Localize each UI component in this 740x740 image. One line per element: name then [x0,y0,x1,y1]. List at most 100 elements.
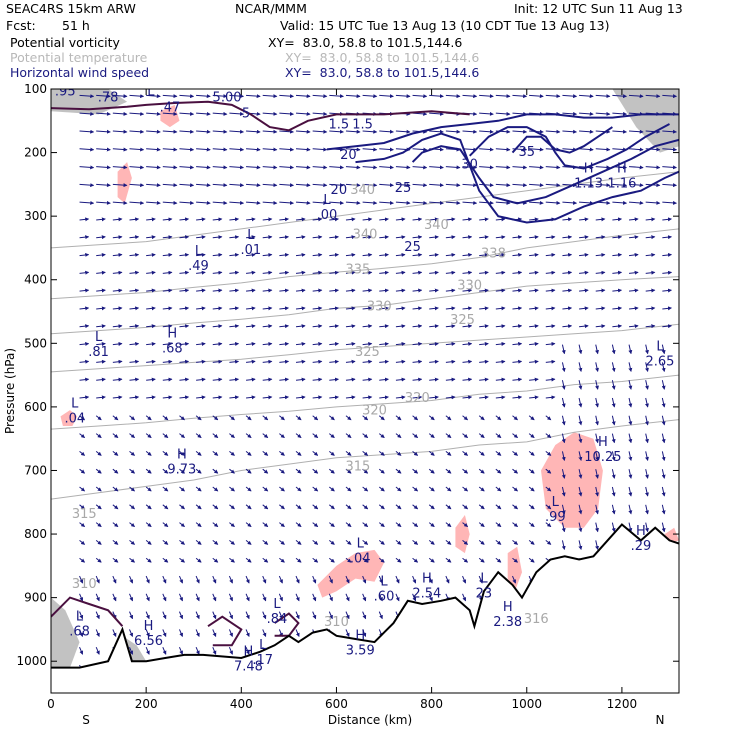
wind-vector-324 [228,575,233,584]
wind-vector-564 [362,147,378,152]
wind-vector-441 [295,306,306,311]
wind-vector-375 [262,306,273,311]
wind-vector-767 [462,235,473,240]
wind-vector-770 [462,288,473,293]
wind-vector-773 [462,341,473,346]
wind-vector-264 [212,94,228,99]
wind-vector-1122 [645,94,661,99]
wind-vector-709 [429,377,439,382]
wind-vector-764 [462,183,478,188]
wind-vector-826 [495,111,511,116]
wind-vector-190 [162,540,169,545]
pv-extremum-value-11: .04 [350,551,371,566]
wind-vector-532 [345,165,361,170]
wind-vector-136 [146,165,161,170]
wind-vector-444 [295,359,306,364]
wind-vector-742 [445,377,456,382]
wind-vector-839 [495,341,506,346]
wind-vector-665 [412,183,428,188]
wind-vector-240 [196,252,206,257]
wind-vector-1058 [612,129,628,134]
wind-vector-601 [379,217,389,222]
x-tick-label-1: 200 [135,697,158,711]
wind-vector-1107 [628,415,633,426]
wind-vector-149 [146,395,156,400]
wind-vector-513 [329,415,335,421]
wind-vector-891 [529,94,544,99]
wind-vector-947 [545,504,552,510]
wind-vector-53 [95,451,102,456]
wind-vector-793 [479,111,494,116]
wind-vector-254 [195,504,202,510]
pv-extremum-type-17: H [355,629,365,644]
wind-vector-914 [528,504,535,510]
wind-vector-351 [245,468,252,474]
wind-vector-327 [228,629,233,638]
wind-vector-193 [162,593,167,602]
wind-vector-88 [112,486,119,492]
wind-vector-51 [95,415,102,421]
wind-vector-974 [561,397,566,408]
wind-vector-1094 [629,183,644,188]
x-axis-title: Distance (km) [328,713,412,727]
wind-vector-948 [545,522,552,528]
wind-vector-342 [246,306,256,311]
y-axis-title: Pressure (hPa) [3,348,17,434]
wind-vector-664 [412,165,428,170]
wind-vector-105 [129,200,145,205]
wind-vector-517 [329,486,335,492]
wind-vector-338 [246,235,256,240]
wind-vector-614 [378,451,385,456]
wind-vector-232 [196,111,211,116]
wind-vector-966 [562,252,573,257]
wind-vector-330 [246,94,261,99]
wind-vector-179 [162,341,173,346]
contour-label-0: .95 [55,84,76,99]
wind-vector-62 [95,611,100,620]
wind-vector-781 [462,486,469,492]
wind-vector-386 [262,504,269,510]
contour-label-17: 320 [362,404,387,419]
wind-vector-769 [462,270,473,275]
wind-vector-1171 [661,380,666,390]
wind-vector-69 [112,147,128,152]
wind-vector-92 [112,557,119,563]
wind-vector-446 [295,395,306,400]
wind-vector-114 [129,359,140,364]
wind-vector-1032 [595,252,606,257]
y-tick-label-2: 300 [24,209,47,223]
wind-vector-251 [195,451,202,456]
model-name: SEAC4RS 15km ARW [6,1,136,16]
wind-vector-703 [429,270,439,275]
wind-vector-916 [528,540,535,545]
wind-vector-360 [245,629,250,638]
wind-vector-583 [362,486,369,492]
pv-extremum-value-7: 2.65 [645,354,674,369]
wind-vector-137 [146,183,161,188]
y-tick-label-1: 200 [24,146,47,160]
wind-vector-182 [162,395,173,400]
wind-vector-217 [179,433,185,439]
wind-vector-849 [495,522,502,528]
wind-vector-334 [246,165,261,170]
wind-vector-586 [362,540,369,545]
wind-vector-840 [495,359,506,364]
wind-vector-1172 [661,397,666,408]
wind-vector-457 [295,593,300,602]
wind-vector-307 [229,270,240,275]
wind-vector-1158 [662,147,678,152]
wind-vector-913 [528,486,535,492]
wind-vector-521 [329,557,335,563]
wind-vector-797 [479,183,494,188]
wind-vector-191 [162,557,169,563]
wind-vector-933 [545,252,556,257]
wind-vector-147 [146,359,156,364]
wind-vector-336 [246,200,261,205]
wind-vector-124 [129,540,136,545]
contour-label-5: 5 [242,107,250,122]
wind-vector-848 [495,504,502,510]
wind-vector-143 [146,288,156,293]
wind-vector-612 [378,415,385,421]
wind-vector-150 [145,415,152,421]
wind-vector-675 [412,359,423,364]
